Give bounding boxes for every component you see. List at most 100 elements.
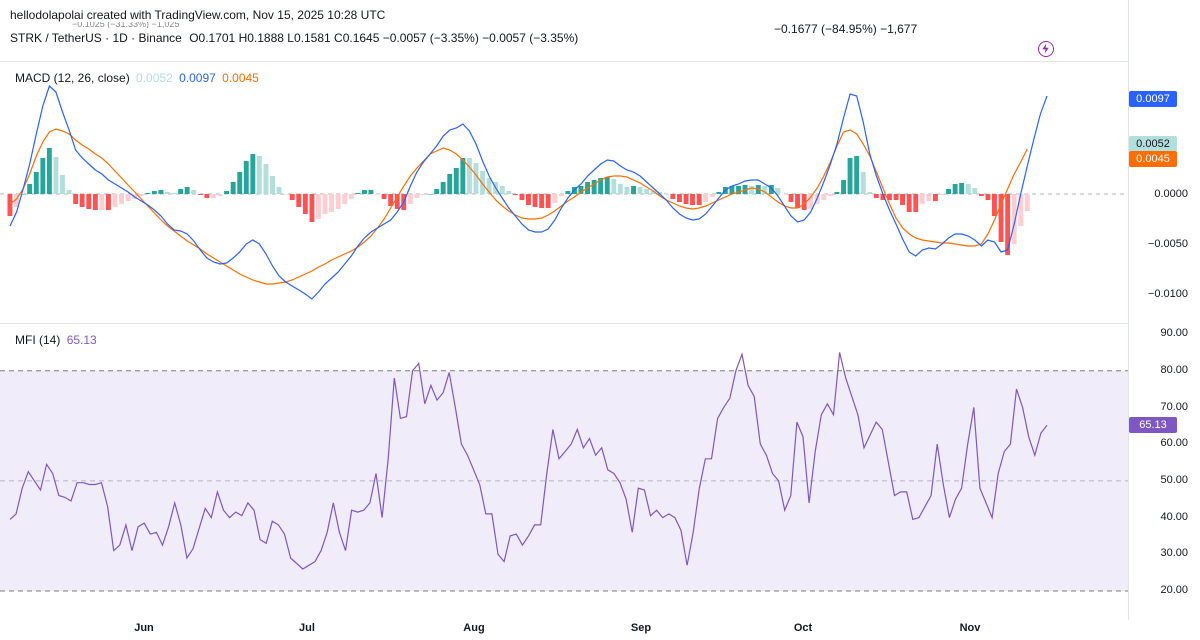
macd-hist-bar: [933, 194, 938, 201]
mfi-scale-50: 50.00: [1160, 474, 1188, 486]
macd-hist-bar: [926, 194, 932, 201]
macd-hist-bar: [552, 194, 558, 203]
macd-hist-bar: [1011, 194, 1017, 244]
macd-hist-bar: [946, 189, 951, 194]
macd-hist-bar: [283, 194, 289, 195]
ohlc-close: C0.1645: [334, 31, 380, 45]
macd-hist-bar: [919, 194, 925, 204]
macd-hist-bar: [952, 184, 958, 194]
macd-hist-bar: [650, 191, 656, 194]
macd-signal-line: [9, 128, 1028, 285]
macd-hist-bar: [499, 186, 505, 194]
macd-hist-bar: [545, 194, 551, 208]
macd-hist-bar: [637, 187, 643, 194]
macd-hist-bar: [79, 194, 85, 207]
price-axis-divider: [1128, 0, 1129, 620]
lightning-icon[interactable]: [1038, 41, 1054, 57]
macd-hist-bar: [624, 187, 630, 194]
macd-hist-bar: [1018, 194, 1024, 226]
ohlc-open: O0.1701: [189, 31, 236, 45]
macd-pane[interactable]: [0, 62, 1128, 323]
macd-signal-legend-value: 0.0045: [222, 71, 259, 85]
macd-hist-bar: [191, 190, 197, 194]
macd-hist-bar: [453, 168, 459, 194]
macd-hist-bar: [992, 194, 997, 216]
macd-signal-price-tag: 0.0045: [1129, 151, 1177, 167]
macd-hist-bar: [243, 161, 249, 194]
x-label-jun: Jun: [134, 622, 154, 634]
pane-divider-mid[interactable]: [0, 323, 1128, 324]
macd-hist-bar: [972, 188, 978, 194]
macd-scale-0: 0.0000: [1154, 188, 1188, 200]
macd-hist-bar: [224, 191, 229, 194]
macd-hist-bar: [302, 194, 308, 214]
macd-line: [9, 84, 1048, 300]
macd-hist-bar: [211, 194, 216, 198]
macd-hist-bar: [604, 177, 610, 194]
mfi-line: [9, 351, 1048, 570]
macd-hist-bar: [729, 186, 735, 194]
macd-hist-bar: [119, 194, 124, 204]
macd-hist-bar: [112, 194, 118, 207]
macd-hist-bar: [736, 186, 741, 194]
macd-hist-bar: [276, 187, 282, 194]
mfi-scale-80: 80.00: [1160, 364, 1188, 376]
macd-hist-bar: [867, 192, 873, 194]
macd-hist-bar: [73, 194, 79, 204]
ohlc-change: −0.0057 (−3.35%): [382, 31, 479, 45]
macd-hist-price-tag: 0.0052: [1129, 136, 1177, 152]
macd-hist-bar: [407, 194, 413, 204]
mfi-legend[interactable]: MFI (14) 65.13: [15, 333, 97, 347]
macd-hist-bar: [683, 194, 689, 204]
macd-hist-bar: [184, 187, 190, 194]
macd-hist-bar: [873, 194, 879, 198]
mfi-legend-value: 65.13: [66, 333, 97, 347]
ohlc-change-repeat: −0.0057 (−3.35%): [482, 31, 579, 45]
macd-hist-bar: [696, 194, 702, 205]
macd-hist-bar: [237, 172, 243, 194]
macd-hist-bar: [46, 148, 52, 194]
macd-hist-bar: [631, 186, 636, 194]
symbol-name[interactable]: STRK / TetherUS · 1D · Binance: [10, 31, 182, 45]
symbol-legend[interactable]: STRK / TetherUS · 1D · Binance O0.1701 H…: [10, 31, 578, 45]
macd-hist-bar: [480, 171, 485, 194]
macd-hist-bar: [375, 194, 380, 195]
macd-hist-bar: [355, 193, 361, 194]
pane-divider-top: [0, 61, 1128, 62]
macd-hist-bar: [368, 190, 374, 194]
macd-hist-bar: [1005, 194, 1011, 255]
macd-hist-bar: [414, 194, 420, 198]
macd-hist-bar: [145, 193, 151, 194]
macd-hist-bar: [270, 176, 275, 194]
macd-hist-bar: [860, 172, 866, 194]
macd-hist-bar: [296, 194, 302, 207]
macd-hist-bar: [539, 194, 545, 208]
clipped-legend-line: −0.1025 (−31.33%) −1,025: [72, 22, 180, 28]
mfi-scale-90: 90.00: [1160, 327, 1188, 339]
macd-legend[interactable]: MACD (12, 26, close) 0.0052 0.0097 0.004…: [15, 71, 259, 85]
macd-hist-bar: [709, 194, 715, 197]
macd-hist-bar: [900, 194, 905, 205]
macd-hist-bar: [657, 192, 663, 194]
macd-hist-bar: [66, 190, 72, 194]
range-stats: −0.1677 (−84.95%) −1,677: [774, 22, 918, 36]
macd-hist-bar: [939, 194, 945, 195]
macd-hist-bar: [394, 194, 400, 209]
macd-hist-bar: [788, 194, 794, 202]
macd-hist-bar: [217, 194, 223, 196]
macd-hist-bar: [329, 194, 334, 212]
x-label-oct: Oct: [793, 622, 813, 634]
macd-hist-bar: [250, 154, 256, 194]
macd-hist-bar: [644, 189, 650, 194]
mfi-scale-30: 30.00: [1160, 547, 1188, 559]
macd-hist-bar: [578, 186, 584, 194]
macd-hist-bar: [703, 194, 709, 202]
mfi-pane[interactable]: [0, 324, 1128, 620]
macd-hist-bar: [230, 182, 236, 194]
macd-hist-bar: [617, 184, 623, 194]
macd-hist-bar: [762, 186, 768, 194]
macd-hist-bar: [381, 194, 387, 199]
ohlc-low: L0.1581: [287, 31, 331, 45]
macd-hist-bar: [60, 175, 65, 194]
macd-hist-legend-value: 0.0052: [136, 71, 173, 85]
